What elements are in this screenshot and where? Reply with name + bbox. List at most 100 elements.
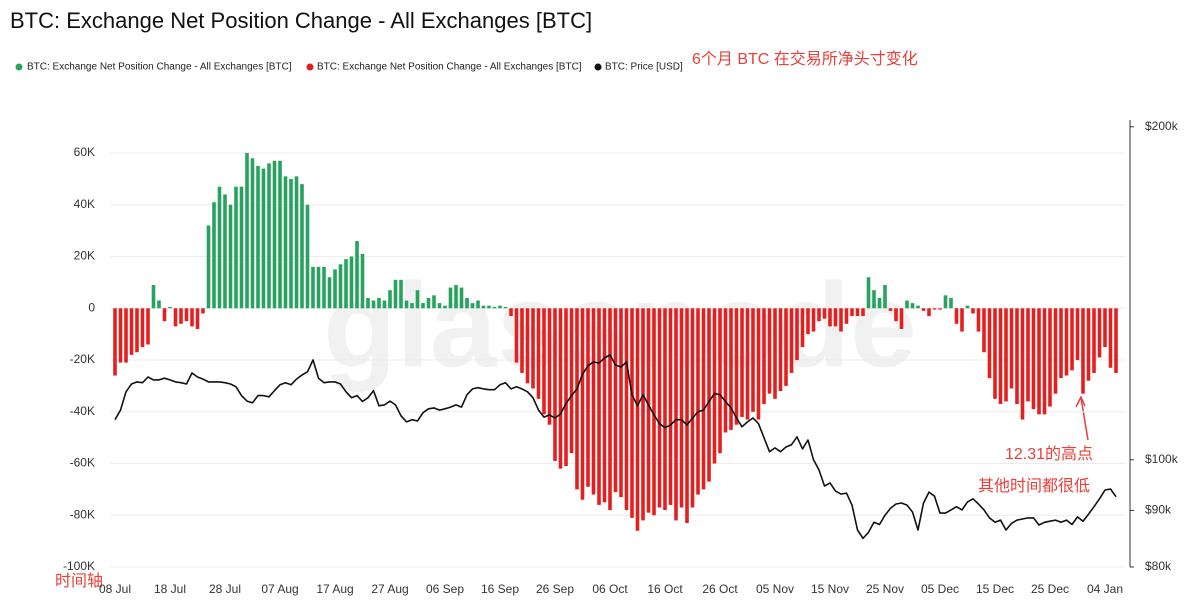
bar (267, 163, 271, 309)
bar (333, 269, 337, 309)
bar (371, 300, 376, 309)
bar (421, 303, 425, 309)
x-tick-label: 18 Jul (154, 582, 186, 596)
bar (305, 204, 310, 309)
bar (734, 308, 739, 425)
bar (217, 186, 222, 309)
legend-label: BTC: Exchange Net Position Change - All … (27, 62, 292, 73)
bar (833, 308, 838, 327)
bar (624, 308, 629, 511)
bar (828, 308, 832, 327)
bar (778, 308, 783, 392)
bar (751, 308, 755, 412)
y2-tick-label: $100k (1145, 452, 1179, 466)
bar (773, 308, 777, 399)
x-tick-label: 05 Nov (756, 582, 794, 596)
bar (630, 308, 634, 518)
bar (1070, 308, 1074, 371)
bar (140, 308, 145, 348)
bar (679, 308, 684, 508)
bar (1015, 308, 1019, 405)
bar (322, 266, 326, 309)
bar (454, 284, 458, 309)
bar (250, 158, 255, 309)
bar (723, 308, 728, 433)
bar (256, 165, 260, 309)
bar (481, 305, 486, 309)
bar (195, 308, 200, 329)
bar (712, 308, 717, 464)
bar (663, 308, 667, 511)
legend-label: BTC: Exchange Net Position Change - All … (317, 62, 582, 73)
bar (1092, 308, 1096, 373)
legend-swatch (594, 63, 602, 71)
annotation: 12.31的高点 (1005, 445, 1093, 463)
bar (206, 225, 211, 309)
bar (1108, 308, 1113, 368)
bar (311, 266, 315, 309)
y-tick-label: -20K (70, 352, 95, 366)
bar (1048, 308, 1052, 407)
bar (316, 266, 321, 309)
bar (762, 308, 766, 405)
bar (1059, 308, 1063, 379)
y-tick-label: -40K (70, 404, 95, 418)
bar (1026, 308, 1030, 402)
bar (866, 277, 871, 309)
x-tick-label: 27 Aug (371, 582, 408, 596)
bar (338, 264, 343, 309)
bar (586, 308, 590, 487)
bar (652, 308, 656, 516)
x-tick-label: 15 Nov (811, 582, 849, 596)
bar (448, 287, 453, 309)
bar (591, 308, 596, 495)
annotation: 其他时间都很低 (978, 477, 1090, 495)
bar (498, 305, 502, 309)
annotation-arrow (1075, 395, 1089, 441)
bar (300, 184, 304, 309)
bar (553, 308, 557, 461)
y-tick-label: 0 (88, 300, 95, 314)
y-tick-label: 40K (74, 197, 95, 211)
x-tick-label: 06 Oct (592, 582, 628, 596)
bar (861, 308, 865, 317)
bar (393, 279, 398, 309)
bar (756, 308, 761, 420)
bar (701, 308, 706, 490)
bar (855, 308, 860, 317)
bar (201, 308, 205, 314)
bar (261, 168, 266, 309)
bar (459, 287, 464, 309)
bar (1004, 308, 1008, 402)
bar (437, 303, 442, 309)
bar (1086, 308, 1091, 381)
bar (377, 297, 381, 309)
bar (921, 308, 926, 311)
bar (987, 308, 992, 379)
bar (657, 308, 662, 508)
bar (531, 308, 535, 389)
bar (998, 308, 1003, 405)
bar (157, 300, 161, 309)
y-tick-label: -80K (70, 507, 95, 521)
bar (124, 308, 128, 363)
bar (690, 308, 695, 508)
bar (943, 295, 948, 309)
bar (1009, 308, 1014, 389)
bar (1037, 308, 1041, 415)
bar (1053, 308, 1058, 394)
bar (597, 308, 601, 505)
annotation: 6个月 BTC 在交易所净头寸变化 (692, 50, 918, 68)
bar (789, 308, 794, 373)
bar (129, 308, 134, 355)
bar (745, 308, 750, 420)
bar (283, 176, 288, 309)
bar (113, 308, 117, 376)
bar (245, 153, 249, 309)
bar (800, 308, 805, 348)
bar (492, 306, 497, 309)
legend-label: BTC: Price [USD] (605, 62, 683, 73)
bar (877, 297, 882, 309)
bar (327, 277, 332, 309)
